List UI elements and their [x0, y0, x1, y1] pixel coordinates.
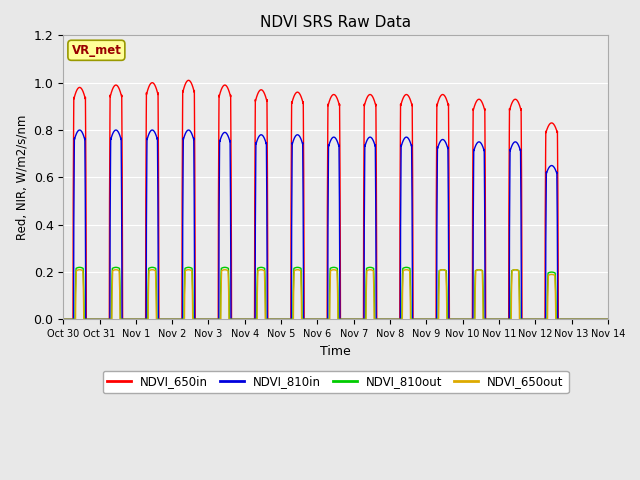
NDVI_810out [176, 316, 184, 322]
NDVI_810out [411, 316, 419, 322]
NDVI_810in [488, 316, 496, 322]
Line: NDVI_810out: NDVI_810out [63, 267, 608, 319]
NDVI_810in [602, 316, 610, 322]
NDVI_810in [604, 316, 612, 322]
Legend: NDVI_650in, NDVI_810in, NDVI_810out, NDVI_650out: NDVI_650in, NDVI_810in, NDVI_810out, NDV… [102, 371, 568, 393]
X-axis label: Time: Time [320, 345, 351, 358]
NDVI_810in [411, 316, 419, 322]
Line: NDVI_650out: NDVI_650out [63, 270, 608, 319]
NDVI_650in [263, 129, 271, 135]
NDVI_810in [76, 127, 83, 133]
NDVI_650in [170, 316, 178, 322]
NDVI_810out [170, 316, 178, 322]
NDVI_810out [488, 316, 496, 322]
Text: VR_met: VR_met [72, 44, 122, 57]
Line: NDVI_650in: NDVI_650in [63, 80, 608, 319]
NDVI_650in [411, 316, 419, 322]
NDVI_810in [170, 316, 178, 322]
NDVI_650in [60, 316, 67, 322]
NDVI_650out [263, 316, 271, 322]
Y-axis label: Red, NIR, W/m2/s/nm: Red, NIR, W/m2/s/nm [15, 115, 28, 240]
Title: NDVI SRS Raw Data: NDVI SRS Raw Data [260, 15, 411, 30]
NDVI_650out [602, 316, 610, 322]
NDVI_650in [604, 316, 612, 322]
NDVI_650in [602, 316, 610, 322]
NDVI_650out [411, 316, 419, 322]
NDVI_810out [76, 264, 83, 270]
NDVI_810out [602, 316, 610, 322]
NDVI_650in [176, 316, 184, 322]
NDVI_650in [488, 316, 496, 322]
NDVI_810in [263, 316, 271, 322]
NDVI_650out [176, 316, 184, 322]
NDVI_650in [185, 77, 193, 83]
NDVI_650out [488, 316, 496, 322]
NDVI_810in [60, 316, 67, 322]
NDVI_650out [604, 316, 612, 322]
NDVI_650out [170, 316, 178, 322]
NDVI_650out [76, 267, 83, 273]
NDVI_810out [604, 316, 612, 322]
NDVI_810out [263, 316, 271, 322]
NDVI_650out [60, 316, 67, 322]
Line: NDVI_810in: NDVI_810in [63, 130, 608, 319]
NDVI_810in [176, 316, 184, 322]
NDVI_810out [60, 316, 67, 322]
